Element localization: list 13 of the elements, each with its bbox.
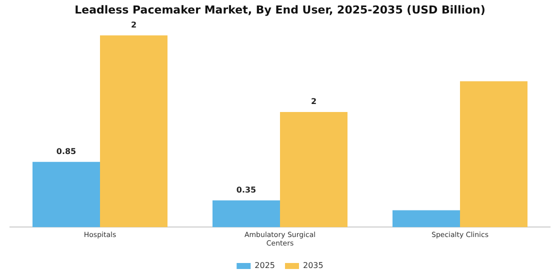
legend-label: 2035	[303, 261, 324, 270]
bar	[100, 35, 168, 228]
data-label: 0.35	[236, 185, 257, 194]
data-label: 2	[130, 20, 137, 30]
legend-label: 2025	[254, 261, 275, 270]
bar	[392, 210, 460, 228]
bar	[212, 200, 280, 228]
data-label: 0.85	[56, 147, 77, 156]
chart-title: Leadless Pacemaker Market, By End User, 2025-2035 (USD Billion)	[74, 3, 486, 16]
bar	[460, 81, 528, 228]
bar	[280, 112, 348, 228]
bar	[32, 162, 100, 228]
data-label: 2	[310, 97, 317, 106]
